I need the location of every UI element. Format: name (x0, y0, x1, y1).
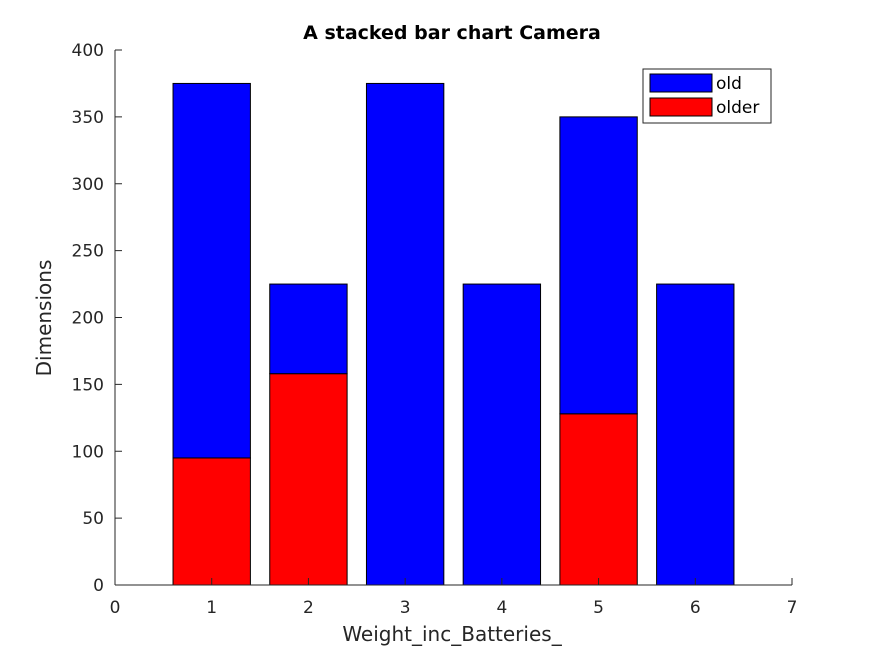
bar-old-1 (172, 82, 251, 459)
bar-old-6 (656, 283, 735, 586)
y-tick-label: 250 (72, 242, 104, 262)
y-tick-label: 400 (72, 41, 104, 61)
bar-old-4 (462, 283, 542, 586)
x-tick-label: 5 (593, 598, 604, 618)
axes-group: 0 1 2 3 4 5 6 7 0 50 100 150 200 250 300 350 400 (72, 41, 798, 618)
legend-swatch-older (649, 97, 713, 117)
legend-swatch-old (649, 73, 713, 93)
x-axis-label: Weight_inc_Batteries_ (342, 622, 562, 646)
x-tick-label: 2 (303, 598, 314, 618)
y-tick-label: 50 (82, 509, 104, 529)
y-tick-label: 350 (72, 108, 104, 128)
x-tick-label: 6 (690, 598, 701, 618)
legend-label-older: older (716, 98, 759, 118)
y-tick-label: 100 (72, 442, 104, 462)
y-tick-label: 300 (72, 175, 104, 195)
x-tick-label: 1 (206, 598, 217, 618)
bar-old-5 (559, 116, 638, 415)
y-tick-label: 0 (93, 576, 104, 596)
bar-old-3 (365, 82, 445, 586)
y-axis-label: Dimensions (32, 260, 56, 377)
y-tick-label: 200 (72, 309, 104, 329)
y-tick-label: 150 (72, 375, 104, 395)
legend: old older (642, 68, 772, 124)
x-tick-label: 4 (496, 598, 507, 618)
bars-group (172, 82, 735, 586)
legend-label-old: old (716, 74, 742, 94)
bar-older-1 (172, 457, 251, 586)
x-tick-label: 3 (400, 598, 411, 618)
chart-title: A stacked bar chart Camera (303, 22, 601, 44)
bar-older-5 (559, 413, 638, 586)
x-tick-label: 0 (110, 598, 121, 618)
bar-older-2 (269, 373, 348, 586)
x-tick-label: 7 (787, 598, 798, 618)
bar-old-2 (269, 283, 348, 375)
